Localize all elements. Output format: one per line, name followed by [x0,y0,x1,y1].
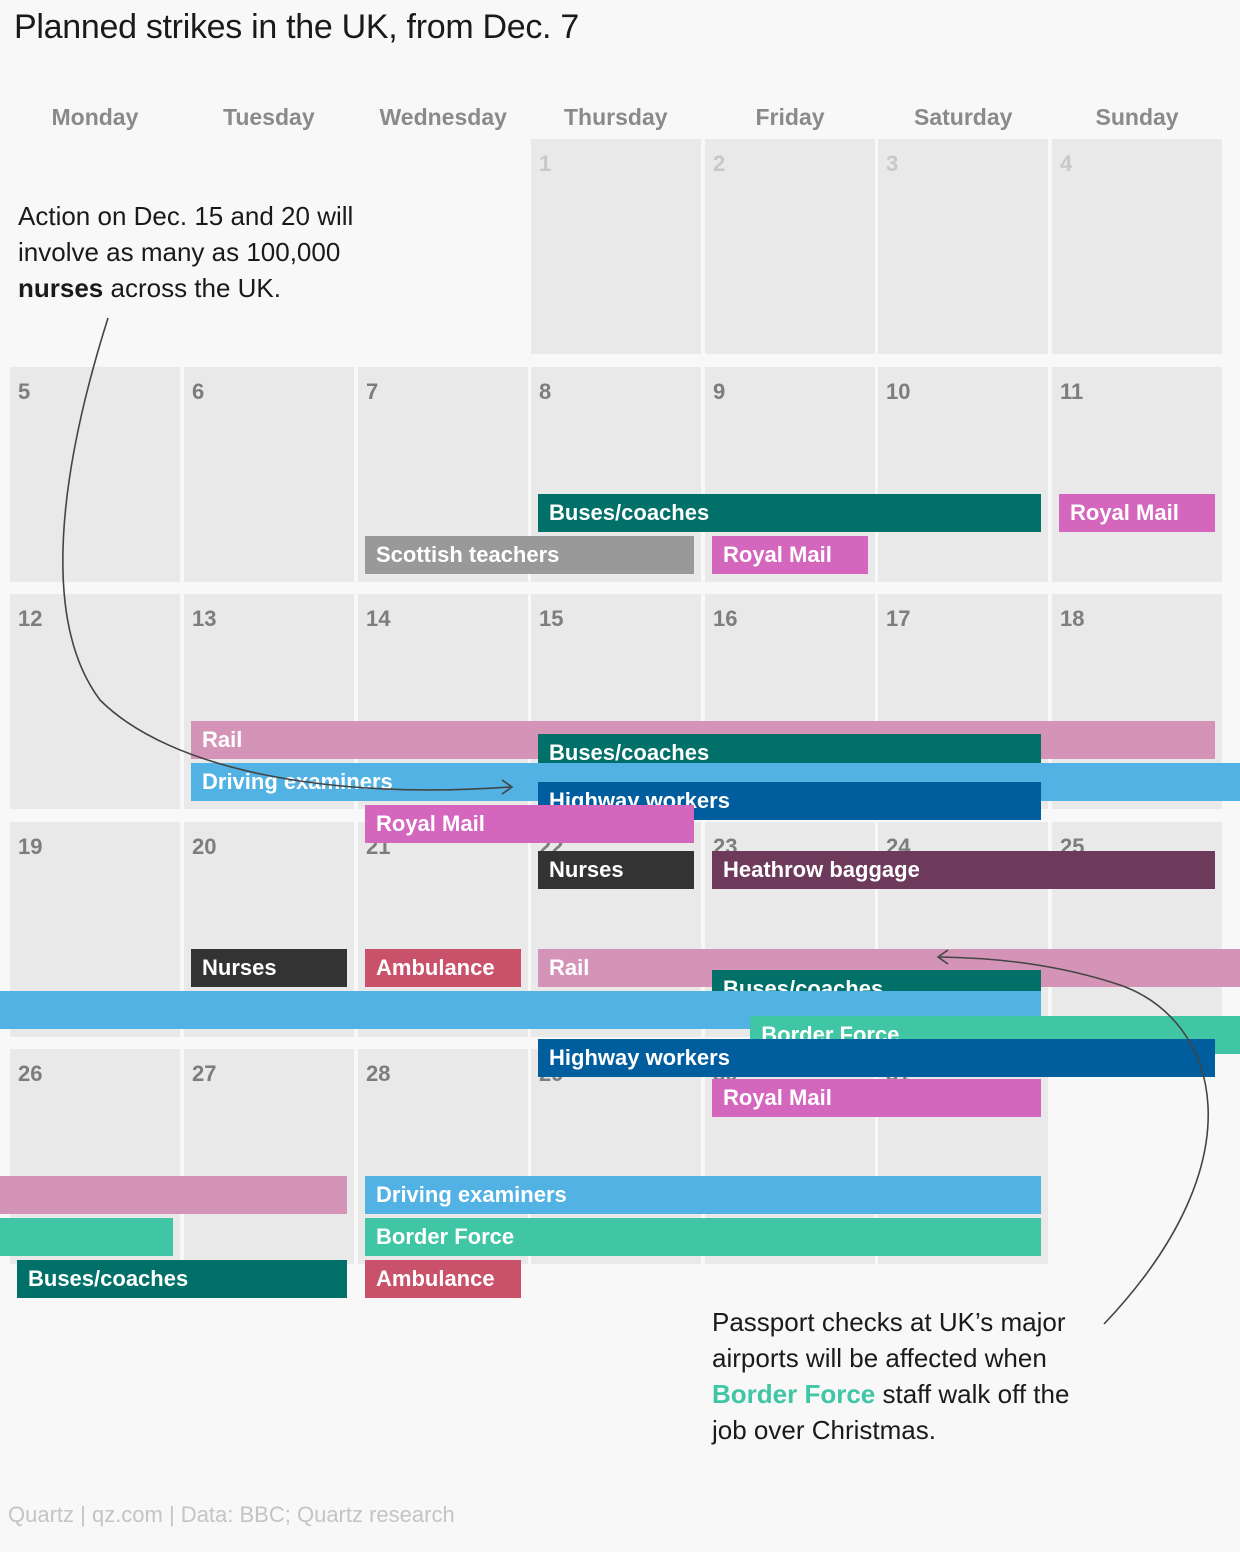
strike-bar-nurses-20: Nurses [191,948,347,987]
day-number-20: 20 [192,833,217,859]
border-arrow-line [939,956,1209,1325]
day-number-27: 27 [192,1061,217,1086]
weekday-friday: Friday [755,104,825,130]
day-cell-10 [878,366,1048,582]
day-number-2: 2 [713,151,726,176]
strike-bar-royal-mail-23: Royal Mail [712,1078,1041,1117]
border-force-annotation: Passport checks at UK’s major airports w… [712,1307,1070,1445]
strike-bar-ambulance-28: Ambulance [365,1260,521,1298]
day-number-15: 15 [539,606,564,631]
weekday-thursday: Thursday [564,104,668,130]
strike-bar-heathrow-baggage-16: Heathrow baggage [712,851,1215,890]
strike-bar-nurses-15: Nurses [538,851,694,890]
strike-bar-royal-mail-14: Royal Mail [365,805,694,843]
strike-bar-royal-mail-9: Royal Mail [712,535,868,574]
strike-bar-buses-coaches-8: Buses/coaches [538,493,1041,532]
strike-bar-highway-workers-22: Highway workers [538,1038,1215,1077]
day-number-8: 8 [539,378,552,404]
border-force-highlight: Border Force [712,1379,876,1409]
day-number-16: 16 [713,606,738,631]
day-number-17: 17 [886,606,911,631]
day-number-12: 12 [18,606,43,631]
source-credit: Quartz | qz.com | Data: BBC; Quartz rese… [8,1502,455,1527]
nurses-annotation: Action on Dec. 15 and 20 will involve as… [18,201,354,303]
strike-bar-border-force-26 [0,1218,173,1256]
day-number-6: 6 [192,378,205,404]
weekday-wednesday: Wednesday [379,104,507,130]
day-number-3: 3 [886,151,899,176]
strike-bar-border-force-28: Border Force [365,1218,1041,1256]
weekday-saturday: Saturday [914,104,1013,130]
day-number-10: 10 [886,378,911,404]
day-cell-6 [184,366,354,582]
day-cell-2 [705,139,875,354]
strike-bar-driving-examiners-28: Driving examiners [365,1176,1041,1214]
day-number-4: 4 [1060,151,1073,176]
day-number-14: 14 [366,606,391,631]
day-number-9: 9 [713,378,726,404]
day-number-28: 28 [366,1061,391,1086]
strike-bar-scottish-teachers-7: Scottish teachers [365,535,694,574]
strike-bar-buses-coaches-26: Buses/coaches [17,1260,347,1298]
strike-bar-ambulance-21: Ambulance [365,948,521,987]
nurses-arrow-line [62,317,511,791]
weekday-monday: Monday [51,104,139,130]
day-cell-12 [10,594,180,809]
strike-bar-rail-26 [0,1176,347,1214]
day-cell-4 [1052,139,1222,354]
day-cell-3 [878,139,1048,354]
day-cell-1 [531,139,701,354]
day-number-7: 7 [366,378,379,404]
weekday-sunday: Sunday [1095,104,1179,130]
day-number-1: 1 [539,151,552,176]
day-cell-5 [10,366,180,582]
day-number-11: 11 [1060,378,1084,404]
chart-title: Planned strikes in the UK, from Dec. 7 [14,8,579,46]
day-number-13: 13 [192,606,217,631]
strike-bar-royal-mail-11: Royal Mail [1059,493,1215,532]
border-arrow-head [936,949,949,965]
day-number-18: 18 [1060,606,1085,631]
day-number-5: 5 [18,378,31,404]
nurses-arrow-head [501,779,514,795]
day-cell-27 [184,1049,354,1264]
day-number-19: 19 [18,833,43,859]
day-number-26: 26 [18,1061,43,1086]
weekday-tuesday: Tuesday [223,104,315,130]
day-cell-11 [1052,366,1222,582]
